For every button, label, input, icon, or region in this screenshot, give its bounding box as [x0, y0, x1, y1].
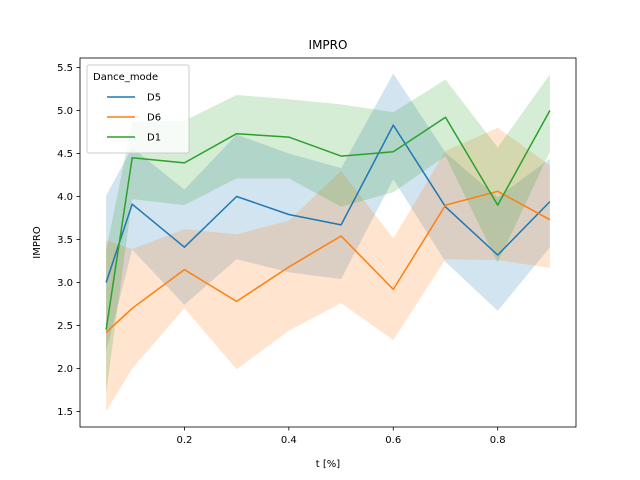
legend-label-d6: D6: [147, 113, 161, 124]
y-tick-label: 5.0: [57, 106, 73, 117]
band-d6: [106, 127, 550, 412]
x-axis-ticks: 0.2 0.4 0.6 0.8: [176, 427, 506, 446]
x-axis-label: t [%]: [316, 459, 341, 470]
legend-label-d1: D1: [147, 133, 161, 144]
band-d5: [106, 73, 550, 352]
legend-items: D5 D6 D1: [107, 93, 161, 144]
y-tick-label: 2.5: [57, 321, 73, 332]
series-lines: [105, 110, 551, 333]
series-line-d1: [105, 110, 551, 330]
x-tick-label: 0.8: [490, 435, 506, 446]
x-tick-label: 0.4: [281, 435, 297, 446]
y-axis-label: IMPRO: [32, 226, 43, 259]
y-tick-label: 2.0: [57, 364, 73, 375]
legend-title: Dance_mode: [93, 72, 158, 83]
y-tick-label: 4.5: [57, 149, 73, 160]
chart-title: IMPRO: [309, 38, 348, 52]
series-line-d6: [105, 190, 551, 333]
band-d1: [106, 74, 550, 393]
series-line-d5: [105, 124, 551, 283]
legend: Dance_mode D5 D6 D1: [86, 64, 190, 154]
y-tick-label: 3.5: [57, 235, 73, 246]
plot-frame: [79, 57, 577, 428]
x-tick-label: 0.6: [385, 435, 401, 446]
y-tick-label: 5.5: [57, 63, 73, 74]
y-axis-ticks: 1.5 2.0 2.5 3.0 3.5 4.0 4.5 5.0 5.5: [57, 63, 80, 418]
y-tick-label: 4.0: [57, 192, 73, 203]
legend-box: [86, 64, 190, 154]
y-tick-label: 3.0: [57, 278, 73, 289]
x-tick-label: 0.2: [176, 435, 192, 446]
y-tick-label: 1.5: [57, 407, 73, 418]
confidence-bands: [106, 73, 550, 412]
legend-label-d5: D5: [147, 93, 161, 104]
